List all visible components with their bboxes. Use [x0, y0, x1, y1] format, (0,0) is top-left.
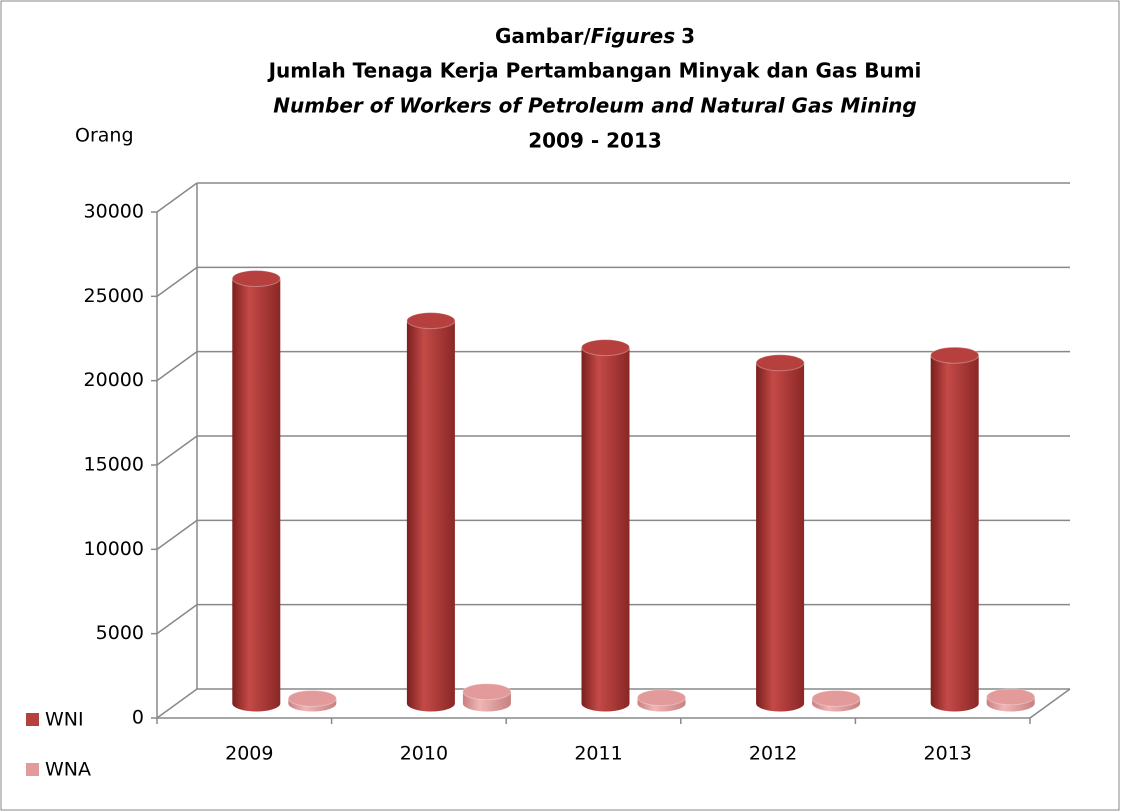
title-part: Gambar/ — [495, 24, 591, 48]
grid-line — [156, 266, 198, 297]
bar — [930, 346, 980, 712]
legend-swatch — [26, 763, 39, 776]
subtitle: Jumlah Tenaga Kerja Pertambangan Minyak … — [267, 59, 922, 83]
grid-line — [156, 688, 198, 719]
bar — [287, 689, 337, 712]
x-tick-label: 2011 — [574, 743, 622, 765]
x-tick-label: 2010 — [400, 743, 448, 765]
title-part: 3 — [681, 24, 695, 48]
x-tick-label: 2012 — [749, 743, 797, 765]
y-tick-label: 5000 — [96, 622, 144, 644]
grid-line — [156, 435, 198, 466]
bar — [581, 339, 630, 712]
bar — [231, 269, 281, 712]
y-tick-label: 0 — [132, 707, 144, 729]
bar — [986, 688, 1036, 712]
period: 2009 - 2013 — [528, 129, 662, 153]
bar — [637, 689, 686, 712]
y-tick-label: 20000 — [84, 369, 144, 391]
grid-line — [156, 182, 198, 213]
bar — [406, 312, 456, 712]
y-tick-label: 25000 — [84, 285, 144, 307]
grid-line — [156, 604, 198, 635]
subtitle-en: Number of Workers of Petroleum and Natur… — [273, 94, 917, 118]
bar — [755, 354, 805, 712]
title-part: Figures — [591, 24, 676, 48]
x-tick-label: 2013 — [924, 743, 972, 765]
y-tick-label: 10000 — [84, 538, 144, 560]
y-tick-label: 15000 — [84, 454, 144, 476]
y-tick-label: 30000 — [84, 201, 144, 223]
legend-label: WNA — [45, 759, 91, 781]
legend-swatch — [26, 713, 39, 726]
grid-line — [156, 519, 198, 550]
bar — [462, 683, 512, 712]
floor-edge — [1029, 688, 1071, 719]
x-tick-label: 2009 — [225, 743, 273, 765]
y-axis-label: Orang — [75, 125, 134, 147]
bar — [811, 689, 861, 712]
grid-line — [156, 351, 198, 382]
legend-label: WNI — [45, 709, 84, 731]
chart-title: Gambar/Figures 3 — [495, 24, 695, 48]
